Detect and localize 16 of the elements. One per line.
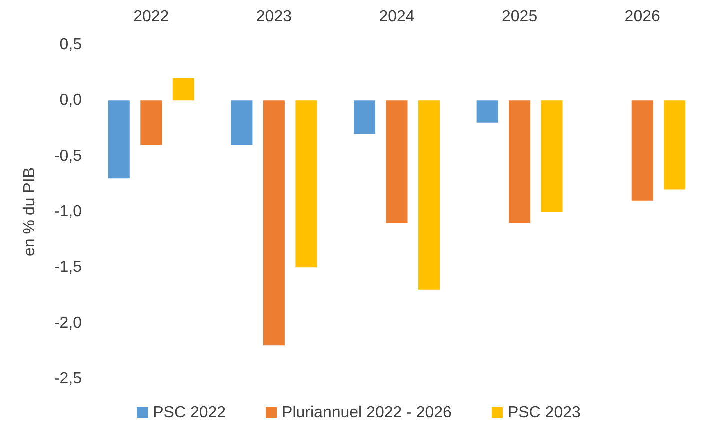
y-tick-label: 0,0 [60, 92, 82, 110]
legend-label: PSC 2022 [153, 404, 226, 422]
legend-label: PSC 2023 [508, 404, 581, 422]
y-tick-label: -0,5 [54, 148, 82, 165]
x-tick-label: 2026 [624, 8, 660, 26]
x-tick-label: 2025 [502, 8, 538, 26]
y-tick-label: -1,5 [54, 259, 82, 276]
x-tick-label: 2023 [256, 8, 292, 26]
legend-label: Pluriannuel 2022 - 2026 [282, 404, 452, 422]
y-axis-title: en % du PIB [22, 168, 38, 256]
y-tick-label: 0,5 [60, 36, 82, 54]
y-tick-label: -2,0 [54, 314, 82, 332]
y-tick-label: -2,5 [54, 370, 82, 388]
y-tick-label: -1,0 [54, 204, 82, 220]
x-tick-label: 2022 [134, 8, 170, 26]
x-tick-label: 2024 [379, 8, 415, 26]
